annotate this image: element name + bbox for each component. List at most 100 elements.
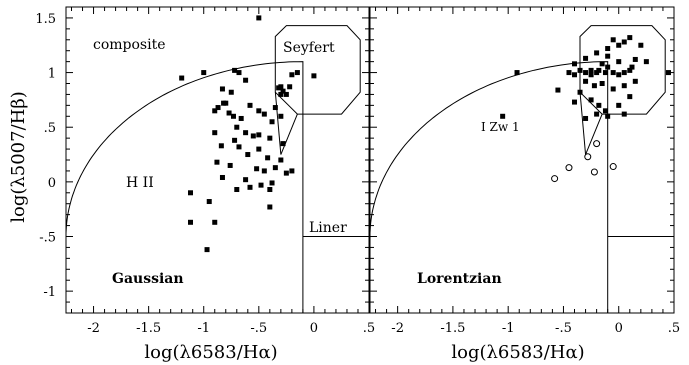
data-point <box>602 108 608 114</box>
data-point <box>621 111 627 117</box>
demarcation-curve <box>65 61 304 313</box>
data-point <box>629 64 635 70</box>
data-point <box>258 182 264 188</box>
seyfert-wedge-line <box>280 113 298 155</box>
data-point <box>627 67 633 73</box>
data-point <box>243 177 249 183</box>
gaussian-panel: -2 -1.5 -1 -.5 0 .5 -1 -.5 0 .5 1 1.5 <box>35 6 375 336</box>
data-point <box>278 113 284 119</box>
data-point <box>232 137 238 143</box>
data-point <box>588 97 594 103</box>
data-point <box>272 105 278 111</box>
data-point <box>250 133 256 139</box>
annotation-izw1: I Zw 1 <box>481 120 520 134</box>
data-point <box>311 73 317 79</box>
x-tick-label: 0 <box>310 321 318 336</box>
data-point <box>599 81 605 86</box>
data-point <box>280 88 286 94</box>
data-point <box>610 70 616 76</box>
data-point <box>555 87 561 93</box>
data-point <box>280 141 286 147</box>
data-point <box>267 204 273 210</box>
x-tick-label: -.5 <box>555 321 572 336</box>
data-point <box>247 184 253 190</box>
data-point <box>627 35 633 41</box>
seyfert-wedge-line <box>274 92 282 155</box>
data-point <box>605 113 611 119</box>
data-point <box>287 84 293 90</box>
data-point <box>588 67 594 73</box>
data-point <box>588 72 594 78</box>
data-point <box>278 84 284 90</box>
data-point <box>594 111 600 117</box>
data-point <box>577 67 583 73</box>
data-point <box>278 157 284 163</box>
demarcation-curve <box>369 61 609 313</box>
data-point <box>230 113 236 119</box>
data-point <box>583 70 589 76</box>
data-point-open <box>551 175 559 183</box>
x-tick-label: -2 <box>87 321 100 336</box>
data-point <box>234 187 240 193</box>
y-tick-label: -1 <box>43 285 56 300</box>
lorentzian-panel: -2 -1.5 -1 -.5 0 .5 <box>369 6 680 336</box>
data-point <box>226 110 232 116</box>
data-point <box>638 42 644 48</box>
x-axis-label-left: log(λ6583/Hα) <box>144 342 277 363</box>
data-point <box>610 86 616 92</box>
data-point <box>602 70 608 76</box>
data-point <box>219 174 225 180</box>
data-point <box>594 50 600 56</box>
x-tick-label: -2 <box>391 321 404 336</box>
data-point <box>605 46 611 52</box>
data-point <box>201 70 207 76</box>
data-point <box>261 168 267 174</box>
data-point <box>616 72 622 78</box>
data-point <box>247 102 253 108</box>
data-point <box>605 53 611 59</box>
data-point <box>591 83 597 89</box>
y-axis-label: log(λ5007/Hβ) <box>8 91 29 223</box>
region-label-liner: Liner <box>309 220 347 236</box>
data-point <box>283 170 289 176</box>
data-point-open <box>590 168 598 176</box>
data-point <box>577 89 583 95</box>
x-tick-label: -1.5 <box>136 321 161 336</box>
y-tick-label: 1 <box>48 67 56 82</box>
data-point <box>214 159 220 165</box>
data-point-open <box>593 140 601 148</box>
data-point <box>621 39 627 45</box>
seyfert-region <box>274 25 361 115</box>
data-point <box>632 78 638 84</box>
y-tick-label: 1.5 <box>35 12 56 27</box>
seyfert-region <box>579 25 666 115</box>
y-tick-label: .5 <box>44 121 56 136</box>
data-point <box>212 130 218 136</box>
data-point <box>245 152 251 158</box>
x-tick-label: -1 <box>502 321 515 336</box>
data-point-open <box>609 163 617 171</box>
data-point <box>621 83 627 89</box>
x-tick-label: -.5 <box>250 321 267 336</box>
data-point <box>236 70 242 76</box>
data-point <box>256 108 262 114</box>
data-point <box>272 165 278 171</box>
data-point <box>583 78 589 84</box>
data-point <box>238 115 244 121</box>
data-point <box>269 119 275 125</box>
region-label-composite: composite <box>93 37 166 53</box>
data-point <box>236 144 242 150</box>
panel-label-lorentzian: Lorentzian <box>417 271 502 287</box>
data-point <box>265 155 271 161</box>
data-point <box>289 72 295 78</box>
data-point <box>206 199 212 205</box>
data-point <box>289 168 295 174</box>
data-point <box>283 91 289 97</box>
data-point <box>256 146 262 152</box>
x-tick-label: .5 <box>668 321 680 336</box>
data-point <box>583 115 589 121</box>
data-point <box>596 67 602 73</box>
region-label-hii: H II <box>126 175 154 191</box>
data-point <box>212 219 218 225</box>
